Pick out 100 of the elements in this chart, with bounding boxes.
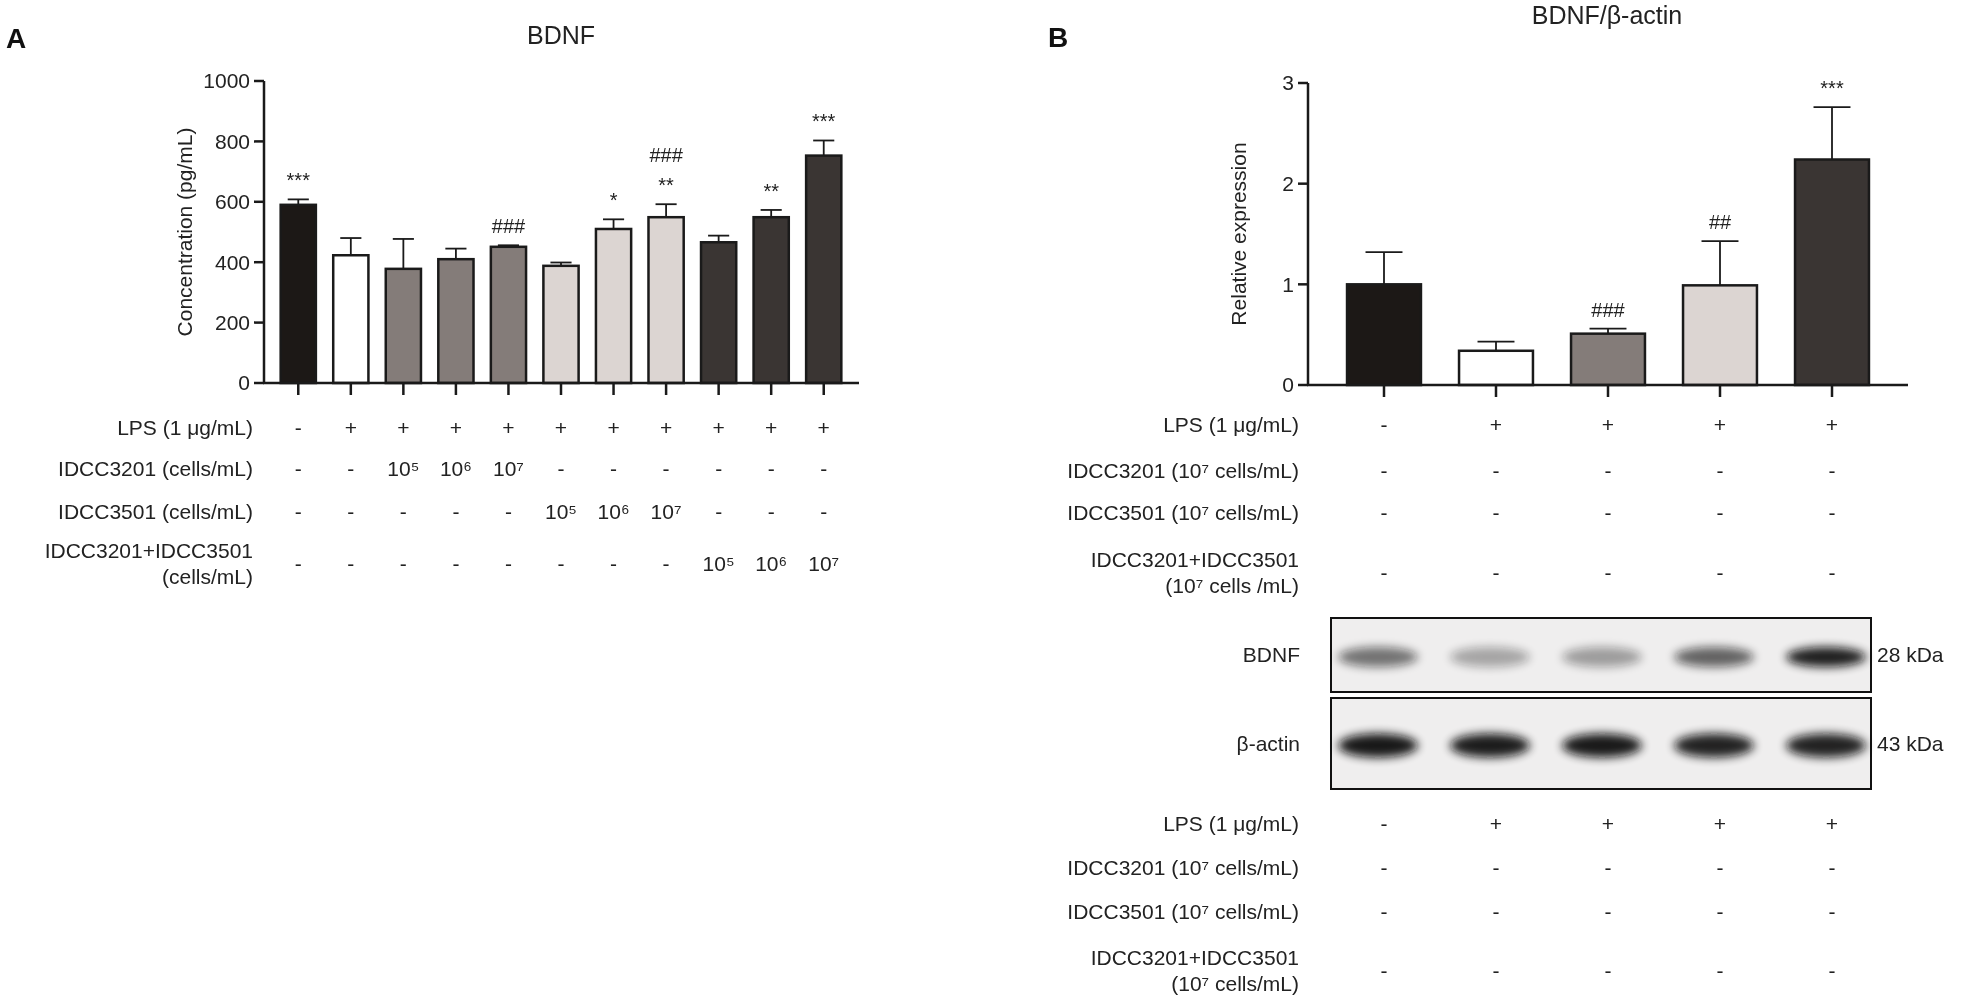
text: - [557,457,565,481]
text: + [607,416,620,440]
text: - [1492,561,1500,585]
text: - [1604,959,1612,983]
text: 43 kDa [1877,731,1944,755]
text: 10⁵ [387,457,420,481]
y-tick-label: 0 [238,371,250,395]
text: - [504,500,512,524]
text: IDCC3501 (cells/mL) [58,500,253,524]
text: 28 kDa [1877,643,1944,667]
text: 10⁷ [650,500,682,524]
text: - [399,552,407,576]
text: 10⁵ [544,500,578,524]
text: - [1716,856,1724,880]
text: - [347,552,355,576]
text: + [397,416,410,440]
text: + [1825,812,1839,836]
data-label: *** [1820,77,1844,100]
text: LPS (1 μg/mL) [117,416,253,440]
text: - [1716,561,1724,585]
text: + [659,416,673,440]
text: - [1380,459,1388,483]
text: - [1492,459,1500,483]
chart-title: BDNF/β-actin [1531,1,1683,29]
text: - [1828,459,1836,483]
y-axis-title: Relative expression [1227,142,1250,326]
text: IDCC3201 (10⁷ cells/mL) [1067,459,1299,483]
y-tick-label: 400 [214,250,250,274]
y-tick-label: 600 [214,190,250,214]
data-label: ### ** [649,144,684,197]
text: + [1601,413,1615,437]
text: - [715,500,723,524]
text: - [1716,459,1724,483]
text: - [820,457,828,481]
text: - [1716,959,1724,983]
text: - [1380,812,1388,836]
text: - [1828,501,1836,525]
text: - [1492,501,1500,525]
text: + [449,416,463,440]
text: IDCC3201+IDCC3501 (10⁷ cells/mL) [1090,946,1299,996]
text: - [294,416,302,440]
text: - [347,457,355,481]
data-label: ** [763,179,780,202]
text: - [610,552,618,576]
text: B [1048,22,1069,53]
data-label: * [609,189,618,212]
text: + [344,416,357,440]
text: - [662,552,670,576]
text: - [1604,900,1612,924]
text: - [294,457,302,481]
text: - [662,457,670,481]
text: β-actin [1236,731,1300,755]
text: IDCC3501 (10⁷ cells/mL) [1067,900,1299,924]
chart-title: BDNF [526,21,596,49]
text: - [294,500,302,524]
text: + [712,416,725,440]
text: - [1492,900,1500,924]
text: - [1492,856,1500,880]
y-tick-label: 2 [1282,172,1294,196]
text: IDCC3501 (10⁷ cells/mL) [1067,501,1299,525]
text: - [1380,856,1388,880]
y-tick-label: 1 [1282,272,1294,296]
text: - [1604,856,1612,880]
text: + [1825,413,1839,437]
text: - [504,552,512,576]
text: + [1713,413,1727,437]
text: - [1492,959,1500,983]
text: LPS (1 μg/mL) [1163,812,1299,836]
text: - [452,552,460,576]
text: - [767,500,775,524]
text: 10⁷ [808,552,840,576]
text: - [452,500,460,524]
text: - [1716,501,1724,525]
text: 10⁵ [702,552,735,576]
data-label: *** [286,169,311,192]
text: - [715,457,723,481]
data-label: *** [812,110,836,133]
text: + [1713,812,1727,836]
text: IDCC3201 (cells/mL) [58,457,253,481]
text: + [1601,812,1615,836]
y-tick-label: 0 [1282,373,1294,397]
text: - [1380,413,1388,437]
y-tick-label: 800 [214,129,250,153]
text: - [399,500,407,524]
text: - [1604,561,1612,585]
text: + [765,416,778,440]
text: 10⁶ [439,457,472,481]
text: 10⁶ [597,500,630,524]
text: - [1604,459,1612,483]
text: BDNF [1242,643,1300,667]
text: - [1716,900,1724,924]
text: - [610,457,618,481]
text: - [557,552,565,576]
text: - [1380,900,1388,924]
text: 10⁶ [755,552,788,576]
text: IDCC3201+IDCC3501 (cells/mL) [44,539,253,589]
text: - [1828,959,1836,983]
text: - [820,500,828,524]
text: - [767,457,775,481]
text: - [347,500,355,524]
